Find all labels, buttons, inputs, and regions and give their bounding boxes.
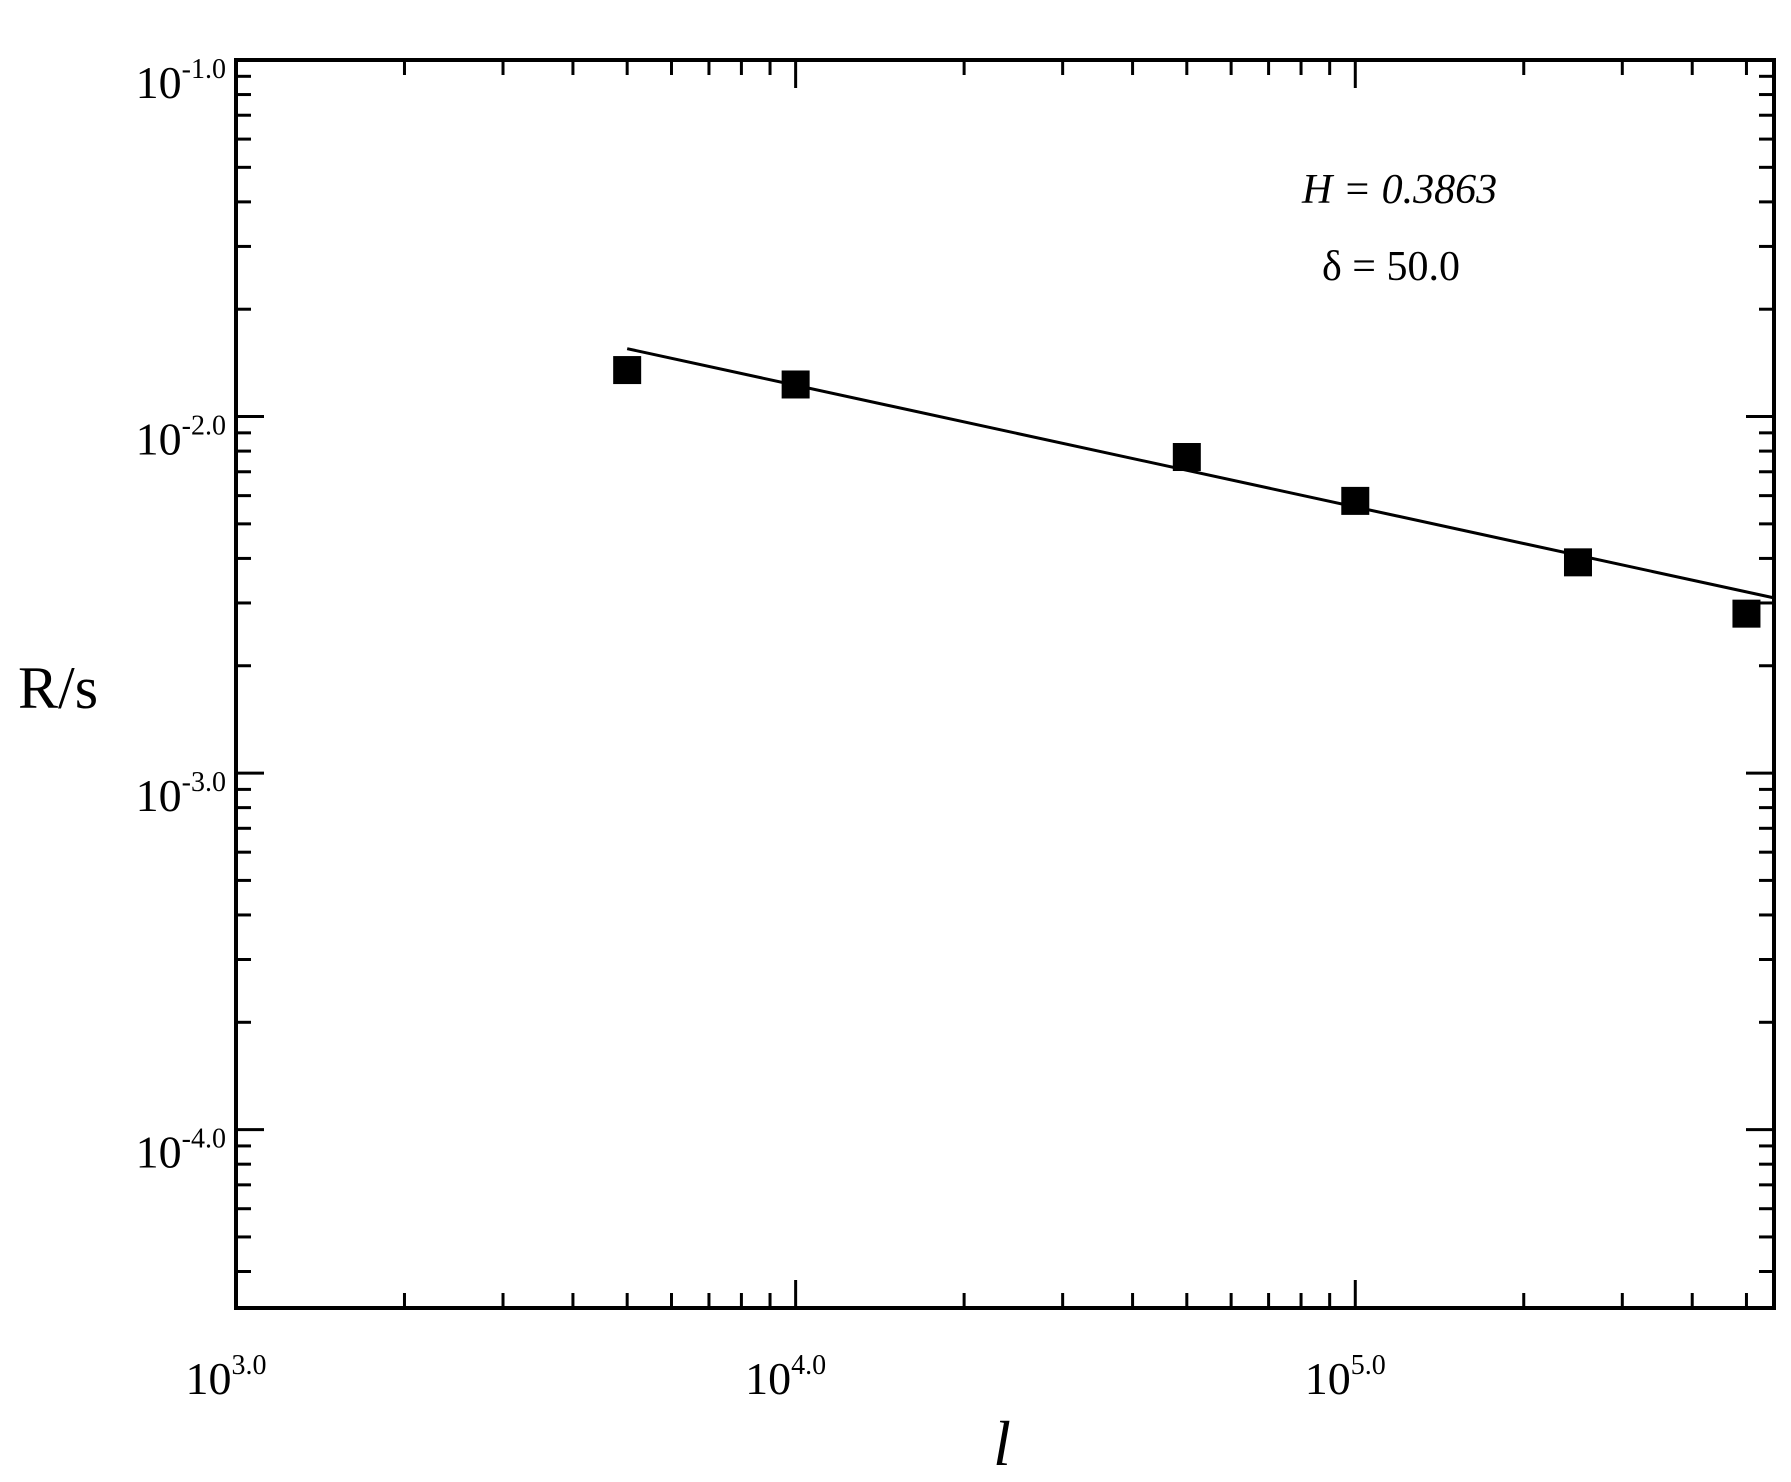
x-axis-title: l bbox=[993, 1408, 1011, 1479]
annotation-delta: δ = 50.0 bbox=[1322, 244, 1460, 290]
y-tick-label: 10-4.0 bbox=[136, 1124, 226, 1178]
data-points bbox=[613, 356, 1761, 628]
x-tick-label: 104.0 bbox=[745, 1350, 826, 1404]
data-point bbox=[1732, 599, 1761, 628]
y-tick-label: 10-1.0 bbox=[136, 54, 226, 108]
x-tick-label: 103.0 bbox=[186, 1350, 267, 1404]
y-tick-labels: 10-1.0 10-2.0 10-3.0 10-4.0 bbox=[136, 54, 226, 1178]
x-tick-label: 105.0 bbox=[1305, 1350, 1386, 1404]
x-tick-labels: 103.0 104.0 105.0 bbox=[186, 1350, 1386, 1404]
y-tick-label: 10-3.0 bbox=[136, 767, 226, 821]
axis-ticks bbox=[234, 58, 1774, 1308]
data-point bbox=[1341, 486, 1370, 515]
y-tick-label: 10-2.0 bbox=[136, 411, 226, 465]
data-point bbox=[1563, 548, 1592, 577]
data-point bbox=[781, 370, 810, 399]
data-point bbox=[1172, 443, 1201, 472]
y-axis-title: R/s bbox=[18, 655, 98, 721]
plot-frame bbox=[234, 58, 1776, 1310]
data-point bbox=[613, 356, 642, 385]
annotation-hurst: H = 0.3863 bbox=[1301, 167, 1497, 213]
